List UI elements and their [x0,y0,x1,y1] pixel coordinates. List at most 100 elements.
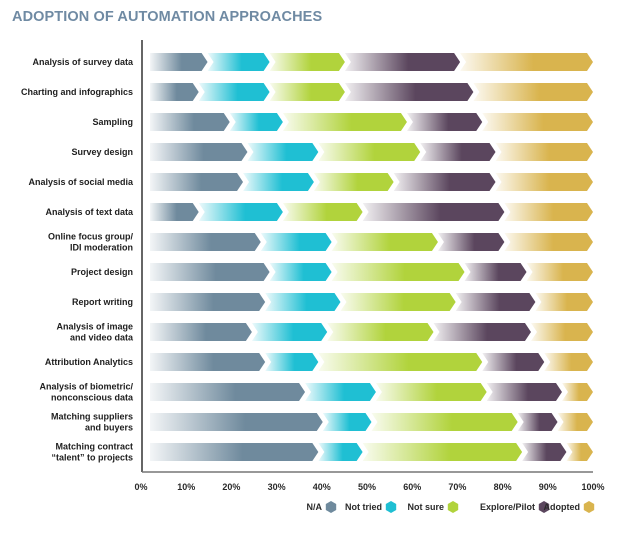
category-label: Report writing [72,297,133,307]
bar-segment-n-a-row-9 [150,293,266,311]
category-label: Project design [71,267,133,277]
chart-title: ADOPTION OF AUTOMATION APPROACHES [12,9,323,25]
bar-segment-not-tried-row-4 [247,143,319,161]
bar-segment-not-tried-row-8 [269,263,332,281]
bar-segment-not-sure-row-5 [313,173,394,191]
bar-segment-adopted-row-13 [557,413,593,431]
bar-segment-n-a-row-13 [150,413,323,431]
legend-hexagon-icon [583,501,595,513]
bar-segment-adopted-row-6 [504,203,593,221]
bar-segment-not-tried-row-5 [243,173,314,191]
x-tick-label: 50% [358,482,376,492]
bar-segment-not-sure-row-14 [362,443,523,461]
bar-segment-explore-pilot-row-5 [393,173,496,191]
x-tick-label: 60% [403,482,421,492]
legend-label: Not tried [345,502,382,512]
x-tick-label: 0% [134,482,147,492]
bar-segment-adopted-row-10 [530,323,593,341]
category-label: Analysis of biometric/nonconscious data [39,382,134,403]
bar-segment-not-tried-row-3 [229,113,283,131]
bar-segment-explore-pilot-row-8 [464,263,527,281]
bar-segment-adopted-row-7 [504,233,593,251]
legend-label: N/A [307,502,323,512]
bar-segment-n-a-row-7 [150,233,261,251]
bar-segment-n-a-row-11 [150,353,266,371]
bar-segment-not-sure-row-4 [318,143,421,161]
bar-segment-not-sure-row-7 [331,233,438,251]
x-tick-label: 30% [268,482,286,492]
category-label: Matching contract “talent” to projects [51,442,133,463]
bar-segment-explore-pilot-row-9 [455,293,536,311]
bar-segment-not-tried-row-1 [207,53,270,71]
category-label: Analysis of text data [45,207,134,217]
bar-segment-not-tried-row-10 [251,323,328,341]
bar-segment-not-sure-row-11 [318,353,483,371]
bar-segment-n-a-row-4 [150,143,248,161]
category-labels: Analysis of survey data Charting and info… [21,57,134,463]
bar-segment-n-a-row-6 [150,203,199,221]
category-label: Online focus group/IDI moderation [48,232,133,253]
bar-segment-adopted-row-14 [566,443,593,461]
legend-label: Explore/Pilot [480,502,535,512]
bar-segment-not-sure-row-10 [327,323,434,341]
bar-segment-n-a-row-12 [150,383,306,401]
category-label: Charting and infographics [21,87,133,97]
category-label: Matching suppliers and buyers [51,412,133,433]
bar-segment-adopted-row-9 [535,293,593,311]
x-tick-label: 20% [222,482,240,492]
bar-segment-not-sure-row-13 [371,413,518,431]
bar-segment-n-a-row-10 [150,323,252,341]
bar-segment-not-sure-row-3 [282,113,407,131]
legend-hexagon-icon [325,501,337,513]
bar-segment-explore-pilot-row-3 [406,113,483,131]
bar-segment-n-a-row-5 [150,173,244,191]
bar-segment-explore-pilot-row-7 [437,233,505,251]
bar-segment-not-tried-row-2 [198,83,270,101]
bar-segment-adopted-row-1 [460,53,593,71]
category-label: Sampling [92,117,133,127]
bar-segment-explore-pilot-row-12 [486,383,562,401]
x-tick-label: 90% [539,482,557,492]
bar-segment-adopted-row-3 [482,113,593,131]
bar-segment-explore-pilot-row-4 [420,143,496,161]
x-tick-label: 70% [448,482,466,492]
bar-segment-not-tried-row-14 [318,443,363,461]
legend-hexagon-icon [447,501,459,513]
bar-segment-not-sure-row-1 [269,53,345,71]
category-label: Attribution Analytics [45,357,133,367]
legend-label: Not sure [407,502,444,512]
bar-segment-not-sure-row-6 [282,203,363,221]
bar-segment-not-sure-row-9 [340,293,456,311]
bar-segment-n-a-row-2 [150,83,199,101]
bar-segment-adopted-row-12 [561,383,593,401]
bar-segment-not-tried-row-9 [265,293,341,311]
bar-segment-n-a-row-8 [150,263,270,281]
category-label: Analysis of social media [28,177,134,187]
bar-segment-explore-pilot-row-13 [517,413,558,431]
bar-segment-explore-pilot-row-11 [482,353,545,371]
x-tick-labels: 0% 10% 20% 30% 40% 50% 60% 70% 80% 90% 100% [134,482,604,492]
category-label: Analysis of image and video data [56,322,134,343]
x-tick-label: 100% [581,482,604,492]
bar-segment-n-a-row-14 [150,443,319,461]
bar-segment-not-tried-row-12 [305,383,376,401]
bar-segment-adopted-row-5 [495,173,593,191]
bar-segment-not-tried-row-13 [322,413,372,431]
bar-segment-not-tried-row-6 [198,203,283,221]
legend-label: Adopted [544,502,581,512]
category-label: Survey design [71,147,133,157]
bar-segment-explore-pilot-row-1 [344,53,461,71]
x-tick-label: 40% [313,482,331,492]
bar-segment-explore-pilot-row-14 [522,443,567,461]
bar-segment-not-sure-row-8 [331,263,465,281]
x-tick-label: 80% [494,482,512,492]
bar-segment-adopted-row-11 [544,353,593,371]
x-tick-label: 10% [177,482,195,492]
category-label: Analysis of survey data [32,57,134,67]
bars-group [150,53,593,461]
legend-hexagon-icon [538,501,550,513]
bar-segment-not-tried-row-11 [265,353,319,371]
bar-segment-adopted-row-2 [473,83,593,101]
bar-segment-not-sure-row-2 [269,83,345,101]
